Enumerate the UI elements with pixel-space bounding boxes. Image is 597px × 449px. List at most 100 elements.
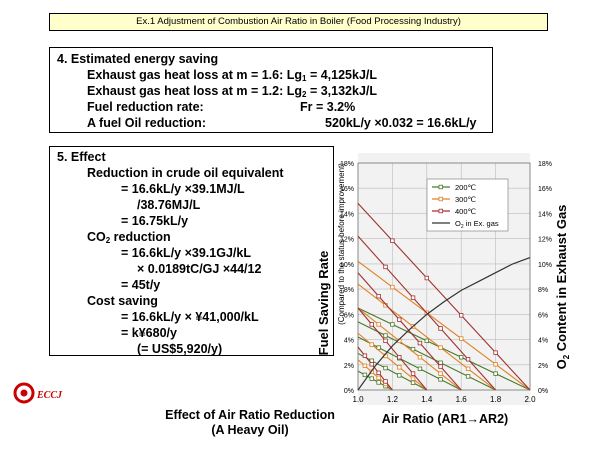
series-marker — [424, 338, 429, 344]
logo-dot — [20, 389, 28, 397]
y-axis-right-pre: O — [554, 359, 569, 369]
heat-loss-1-sub: 1 — [302, 74, 307, 83]
series-marker — [465, 366, 471, 372]
heat-loss-2-sub: 2 — [302, 90, 307, 99]
oil-reduction-label: A fuel Oil reduction: — [87, 116, 206, 130]
air-ratio-chart: 0% 0% 2% 2% 4% 4% 6% 6% 8% 8% 10% 10% 12% 12% 14% 14% 16… — [316, 153, 571, 426]
legend-marker — [438, 208, 443, 214]
y-tick-right: 8% — [538, 287, 548, 294]
y-tick-right: 4% — [538, 338, 548, 345]
oil-reduction-value: 520kL/y ×0.032 = 16.6kL/y — [325, 116, 477, 130]
legend-marker — [438, 196, 443, 202]
co2-line-1: = 16.6kL/y ×39.1GJ/kL — [121, 246, 251, 260]
heat-loss-1-label: Exhaust gas heat loss at m = 1.6: Lg — [87, 68, 303, 82]
series-marker — [410, 376, 416, 381]
series-marker — [417, 340, 423, 346]
series-line — [357, 307, 531, 391]
series-marker — [458, 355, 464, 360]
series-line — [357, 332, 428, 391]
series-line — [357, 307, 462, 391]
y-axis-right-post: Content in Exhaust Gas — [554, 205, 569, 355]
cost-line-2: = k¥680/y — [121, 326, 177, 340]
co2-heading-pre: CO — [87, 230, 106, 244]
series-marker — [376, 345, 381, 350]
co2-line-2: × 0.0189tC/GJ ×44/12 — [137, 262, 262, 276]
logo-text: ECCJ — [36, 390, 63, 401]
o2-curve — [357, 257, 531, 391]
series-marker — [362, 353, 368, 358]
series-marker — [493, 350, 498, 355]
cost-line-1: = 16.6kL/y × ¥41,000/kL — [121, 310, 259, 324]
x-tick-label: 1.0 — [352, 395, 364, 404]
series-marker — [362, 363, 368, 368]
y-tick-left: 0% — [344, 388, 354, 395]
series-marker — [383, 338, 388, 344]
y-tick-left: 6% — [344, 312, 354, 319]
series-marker — [362, 372, 368, 378]
effect-box: 5. Effect Reduction in crude oil equival… — [49, 146, 334, 356]
series-line — [357, 336, 462, 391]
series-marker — [383, 264, 388, 270]
series-line — [357, 283, 496, 391]
y-tick-left: 2% — [344, 363, 354, 370]
series-marker — [424, 275, 429, 281]
y-tick-right: 18% — [538, 161, 552, 168]
y-tick-left: 12% — [340, 237, 354, 244]
co2-heading: CO2 reduction — [57, 229, 333, 245]
chart-series — [357, 202, 531, 391]
y-tick-left: 14% — [340, 211, 354, 218]
y-tick-left: 16% — [340, 186, 354, 193]
fuel-reduction-value: Fr = 3.2% — [300, 100, 356, 114]
legend-label: O2 in Ex. gas — [455, 219, 499, 230]
fuel-reduction-label: Fuel reduction rate: — [87, 100, 204, 114]
crude-oil-line-1: = 16.6kL/y ×39.1MJ/L — [121, 182, 245, 196]
series-marker — [369, 376, 374, 381]
series-marker — [376, 375, 381, 381]
series-marker — [417, 366, 423, 372]
heat-loss-2-value: = 3,132kJ/L — [306, 84, 378, 98]
y-tick-right: 14% — [538, 211, 552, 218]
series-marker — [410, 346, 416, 352]
series-marker — [390, 284, 395, 290]
oil-reduction-line: A fuel Oil reduction: 520kL/y ×0.032 = 1… — [57, 115, 492, 131]
series-marker — [397, 317, 402, 322]
y-tick-left: 8% — [344, 287, 354, 294]
y-axis-left-label: Fuel Saving Rate — [316, 251, 331, 356]
y-tick-left: 18% — [340, 161, 354, 168]
series-marker — [438, 326, 443, 331]
series-line — [357, 235, 497, 391]
series-marker — [397, 373, 402, 378]
series-marker — [383, 333, 388, 338]
series-marker — [390, 238, 395, 243]
effect-heading: 5. Effect — [57, 150, 106, 164]
legend-label: 300℃ — [455, 195, 477, 204]
caption-line-2: (A Heavy Oil) — [211, 423, 289, 437]
x-tick-label: 2.0 — [524, 395, 536, 404]
series-marker — [376, 322, 381, 327]
series-line — [357, 352, 428, 391]
chart-ticks: 0% 0% 2% 2% 4% 4% 6% 6% 8% 8% 10% 10% 12% 12% 14% 14% 16… — [340, 161, 552, 404]
x-tick-label: 1.8 — [490, 395, 502, 404]
crude-oil-heading: Reduction in crude oil equivalent — [87, 166, 284, 180]
chart-legend: 200℃ 300℃ 400℃ O2 in Ex. gas — [426, 178, 509, 232]
series-marker — [438, 377, 443, 382]
cost-line-3: (= US$5,920/y) — [137, 342, 223, 356]
y-axis-right-label: O2 Content in Exhaust Gas — [554, 205, 571, 370]
y-tick-right: 10% — [538, 262, 552, 269]
cost-heading: Cost saving — [87, 294, 158, 308]
co2-heading-post: reduction — [110, 230, 171, 244]
series-marker — [458, 336, 464, 341]
y-axis-right-sub: 2 — [562, 354, 571, 359]
energy-saving-box: 4. Estimated energy saving Exhaust gas h… — [49, 47, 493, 133]
x-tick-label: 1.6 — [456, 395, 468, 404]
y-tick-right: 6% — [538, 312, 548, 319]
series-marker — [369, 322, 374, 327]
y-tick-left: 4% — [344, 338, 354, 345]
series-marker — [458, 313, 464, 318]
co2-heading-sub: 2 — [105, 236, 111, 245]
y-axis-left-sublabel: (Compared to the status before improveme… — [337, 163, 346, 325]
energy-saving-heading: 4. Estimated energy saving — [57, 52, 219, 66]
series-marker — [465, 357, 471, 362]
series-marker — [493, 362, 498, 367]
y-tick-right: 16% — [538, 186, 552, 193]
